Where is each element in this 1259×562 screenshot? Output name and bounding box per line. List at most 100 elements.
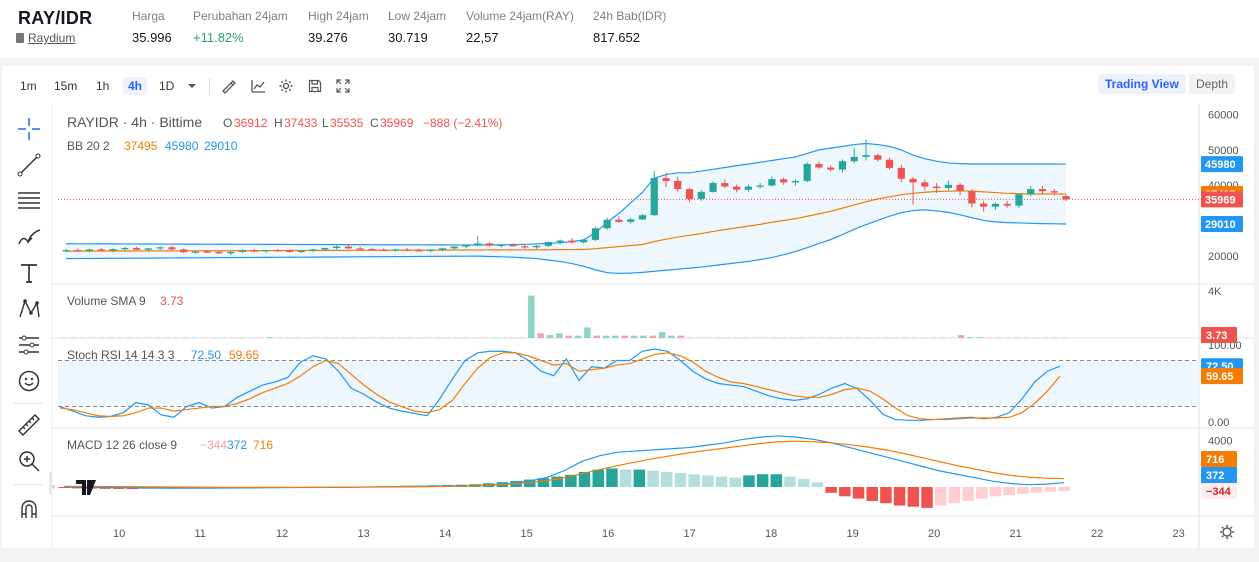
x-tick-label: 10 [113, 528, 125, 540]
volume-bar [630, 335, 638, 338]
macd-hist-bar [907, 487, 920, 507]
chevron-down-icon[interactable] [184, 78, 200, 94]
candle-body [415, 250, 423, 252]
candle-body [203, 251, 211, 253]
macd-hist-bar [743, 475, 755, 487]
crosshair-icon[interactable] [16, 116, 42, 142]
volume-bar [602, 335, 610, 338]
emoji-icon[interactable] [16, 368, 42, 394]
macd-hist-bar [660, 471, 673, 487]
macd-pane-title: MACD 12 26 close 9 [67, 438, 177, 452]
timeframe-1m[interactable]: 1m [20, 79, 37, 93]
candle-body [1027, 189, 1035, 195]
trading-view-button[interactable]: Trading View [1098, 74, 1186, 94]
chart-settings-icon[interactable] [1220, 525, 1234, 539]
candle-body [580, 239, 588, 243]
pattern-icon[interactable] [16, 296, 42, 322]
stat-value: 817.652 [593, 30, 640, 45]
macd-hist-bar [811, 482, 824, 487]
candle-body [309, 249, 317, 251]
timeframe-1h[interactable]: 1h [96, 79, 110, 93]
indicator-icon[interactable] [220, 78, 236, 94]
bb-lower-line [65, 209, 1067, 275]
x-tick-label: 14 [439, 528, 451, 540]
price-tag [1201, 156, 1243, 173]
x-tick-label: 13 [358, 528, 370, 540]
x-tick-label: 18 [765, 528, 777, 540]
horizontal-lines-icon[interactable] [16, 188, 42, 214]
timeframe-15m[interactable]: 15m [54, 79, 78, 93]
macd-tag-label: −344 [1206, 486, 1232, 498]
macd-hist-bar [976, 487, 988, 499]
market-header: RAY/IDR Raydium Harga 35.996 Perubahan 2… [0, 0, 1259, 58]
candle-body [509, 244, 517, 247]
stoch-d-value: 59.65 [229, 348, 259, 362]
stat-label: Harga [132, 9, 165, 23]
x-tick-label: 19 [847, 528, 859, 540]
candle-body [638, 215, 647, 220]
line-chart-icon[interactable] [250, 78, 266, 94]
macd-tag [1201, 451, 1237, 467]
macd-line-value: 372 [227, 438, 247, 452]
macd-hist-bar [866, 487, 878, 501]
candle-body [332, 246, 341, 248]
candle-body [627, 219, 635, 222]
volume-bar [967, 337, 974, 338]
settings-icon[interactable] [278, 78, 294, 94]
brush-icon[interactable] [16, 224, 42, 250]
volume-bar [266, 337, 273, 338]
prediction-icon[interactable] [16, 332, 42, 358]
candle-body [438, 248, 447, 250]
fullscreen-icon[interactable] [335, 78, 351, 94]
price-tick-label: 20000 [1208, 251, 1239, 263]
macd-hist-bar [839, 487, 851, 497]
ohlc-low-label: L [322, 116, 329, 130]
candle-body [827, 167, 835, 170]
volume-bar [612, 335, 619, 338]
macd-hist-bar [1003, 487, 1015, 496]
macd-hist-bar [962, 487, 974, 501]
ohlc-high: 37433 [284, 116, 318, 130]
source-link[interactable]: Raydium [16, 31, 75, 45]
candle-body [403, 249, 411, 251]
candle-body [1003, 203, 1011, 206]
x-tick-label: 17 [684, 528, 696, 540]
stoch-pane-title: Stoch RSI 14 14 3 3 [67, 348, 175, 362]
bb-mid-line [65, 190, 1067, 252]
price-tag-label: 45980 [1205, 159, 1236, 171]
candle-body [956, 184, 964, 192]
ruler-icon[interactable] [16, 412, 42, 438]
candle-body [391, 249, 400, 251]
volume-tag [1201, 327, 1237, 344]
volume-bar [556, 333, 563, 338]
ohlc-close-label: C [370, 116, 379, 130]
pair-title: RAY/IDR [18, 8, 93, 28]
x-tick-label: 12 [276, 528, 288, 540]
text-icon[interactable] [16, 260, 42, 286]
stat-label: Perubahan 24jam [193, 9, 288, 23]
candle-body [168, 247, 176, 250]
magnet-icon[interactable] [16, 496, 42, 522]
trend-line-icon[interactable] [16, 152, 42, 178]
zoom-in-icon[interactable] [16, 448, 42, 474]
candle-body [921, 182, 929, 187]
x-tick-label: 23 [1173, 528, 1185, 540]
bb-label: BB 20 2 [67, 139, 110, 153]
candle-body [85, 249, 94, 251]
macd-hist-bar [770, 474, 783, 487]
timeframe-4h[interactable]: 4h [123, 77, 148, 95]
ohlc-low: 35535 [330, 116, 364, 130]
candle-body [238, 250, 247, 252]
macd-hist-bar [989, 487, 1002, 497]
depth-button[interactable]: Depth [1189, 74, 1236, 94]
volume-bar [649, 335, 657, 338]
x-tick-label: 15 [521, 528, 533, 540]
candle-body [780, 179, 788, 183]
candle-body [180, 249, 188, 253]
volume-bar [537, 333, 544, 338]
stat-label: 24h Bab(IDR) [593, 9, 667, 23]
chart-area[interactable]: 60000500004000030000200004K100.000.00400… [2, 66, 1254, 548]
macd-tag-label: 716 [1206, 454, 1224, 466]
save-icon[interactable] [307, 78, 323, 94]
timeframe-1d[interactable]: 1D [159, 79, 175, 93]
